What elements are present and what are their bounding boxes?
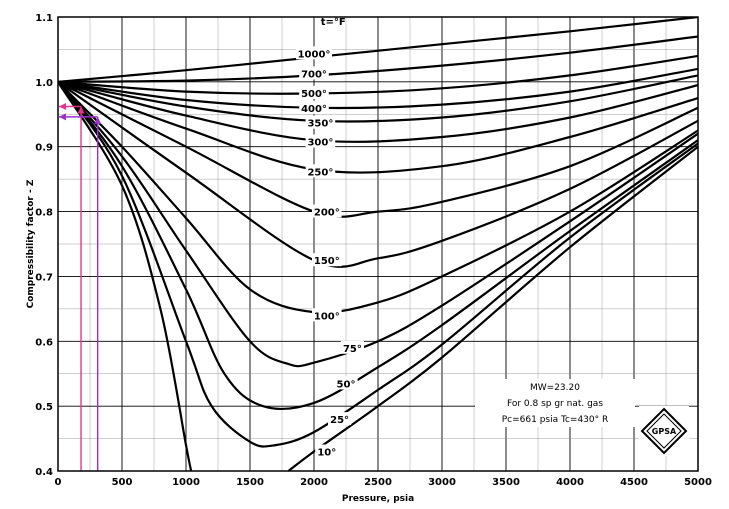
curve-300F (58, 80, 698, 143)
y-tick-label: 0.5 (35, 402, 53, 413)
plot-frame (57, 16, 699, 472)
y-tick-label: 1.0 (35, 78, 53, 89)
note-background (475, 379, 635, 427)
curve-label-400F: 400° (301, 104, 327, 115)
curve-label-500F: 500° (301, 89, 327, 100)
annotation-lines (59, 103, 102, 471)
curve-label-300F: 300° (307, 138, 333, 149)
curve-label-bg (305, 164, 336, 178)
x-tick-label: 4000 (556, 477, 584, 488)
curve-label-100F: 100° (314, 311, 340, 322)
temperature-unit-label: t=°F (321, 17, 346, 28)
curve-label-bg (299, 100, 329, 114)
y-tick-label: 0.8 (35, 208, 53, 219)
annotation-arrow-left-0 (59, 103, 66, 111)
curve-label-bg (305, 134, 336, 148)
logo-diamond-inner (646, 413, 682, 449)
x-tick-label: 0 (55, 477, 62, 488)
curve-label-bg (328, 412, 352, 426)
curve-label-50F: 50° (337, 379, 356, 390)
curve-label-1000F: 1000° (298, 49, 331, 60)
curve-200F (58, 80, 698, 218)
x-tick-label: 4500 (620, 477, 648, 488)
gpsa-logo: GPSA (639, 406, 689, 456)
curve-250F (58, 80, 698, 174)
logo-text: GPSA (652, 427, 677, 436)
y-tick-label: 0.7 (35, 272, 53, 283)
curve-label-700F: 700° (301, 69, 327, 80)
y-tick-label: 0.9 (35, 143, 53, 154)
curve-350F (58, 74, 698, 123)
x-tick-label: 2500 (364, 477, 392, 488)
curve-label-bg (312, 253, 342, 267)
annotation-arrow-up-0 (77, 106, 85, 114)
curve-label-bg (312, 204, 342, 218)
y-tick-label: 0.6 (35, 337, 53, 348)
curve-label-200F: 200° (314, 208, 340, 219)
curve-150F (58, 81, 698, 268)
curve-25F (58, 81, 698, 448)
y-ticks: 0.4 0.5 0.6 0.7 0.8 0.9 1.0 1.1 (35, 13, 53, 478)
curve-label-250F: 250° (307, 167, 333, 178)
note-molecular-weight: MW=23.20 (530, 383, 580, 393)
curve-50F (58, 81, 698, 411)
curve-label-bg (312, 308, 342, 322)
curve-label-bg (340, 340, 364, 354)
curve-extension-14 (287, 145, 698, 471)
x-axis-label: Pressure, psia (342, 494, 414, 504)
curve-1000F (58, 17, 698, 83)
logo-diamond-outer (640, 407, 688, 455)
x-tick-label: 1000 (172, 477, 200, 488)
x-tick-label: 5000 (684, 477, 712, 488)
curve-label-150F: 150° (314, 256, 340, 267)
y-tick-label: 0.4 (35, 467, 53, 478)
y-axis-label: Compressibility factor - Z (26, 179, 36, 308)
x-tick-label: 1500 (236, 477, 264, 488)
curve-75F (58, 81, 698, 368)
curve-label-bg (334, 376, 358, 390)
annotation-arrow-up-1 (94, 116, 102, 124)
x-tick-label: 2000 (300, 477, 328, 488)
curve-label-bg (299, 85, 329, 99)
x-tick-label: 3000 (428, 477, 456, 488)
curve-label-350F: 350° (307, 119, 333, 130)
curve-label-10F: 10° (317, 448, 336, 459)
curve-700F (58, 35, 698, 83)
curve-500F (58, 54, 698, 95)
note-gas-gravity: For 0.8 sp gr nat. gas (507, 399, 603, 409)
curve-label-25F: 25° (330, 415, 349, 426)
note-critical-properties: Pc=661 psia Tc=430° R (502, 415, 608, 425)
curve-label-75F: 75° (343, 344, 362, 355)
gas-properties-note: MW=23.20 For 0.8 sp gr nat. gas Pc=661 p… (475, 379, 635, 427)
x-tick-label: 3500 (492, 477, 520, 488)
y-tick-label: 1.1 (35, 13, 53, 24)
curve-400F (58, 67, 698, 110)
curve-label-bg (299, 66, 329, 80)
x-ticks: 0 500 1000 1500 2000 2500 3000 3500 4000 4500 5000 (55, 477, 712, 488)
annotation-arrow-left-1 (59, 113, 66, 121)
x-tick-label: 500 (112, 477, 133, 488)
curve-label-bg (296, 46, 332, 60)
curves (58, 17, 698, 471)
curve-label-bg (315, 444, 339, 458)
curve-label-bg (305, 115, 336, 129)
curve-labels: 1000° 700° 500° 400° 350° 300° 250° 200° 150° 100… (296, 46, 364, 459)
